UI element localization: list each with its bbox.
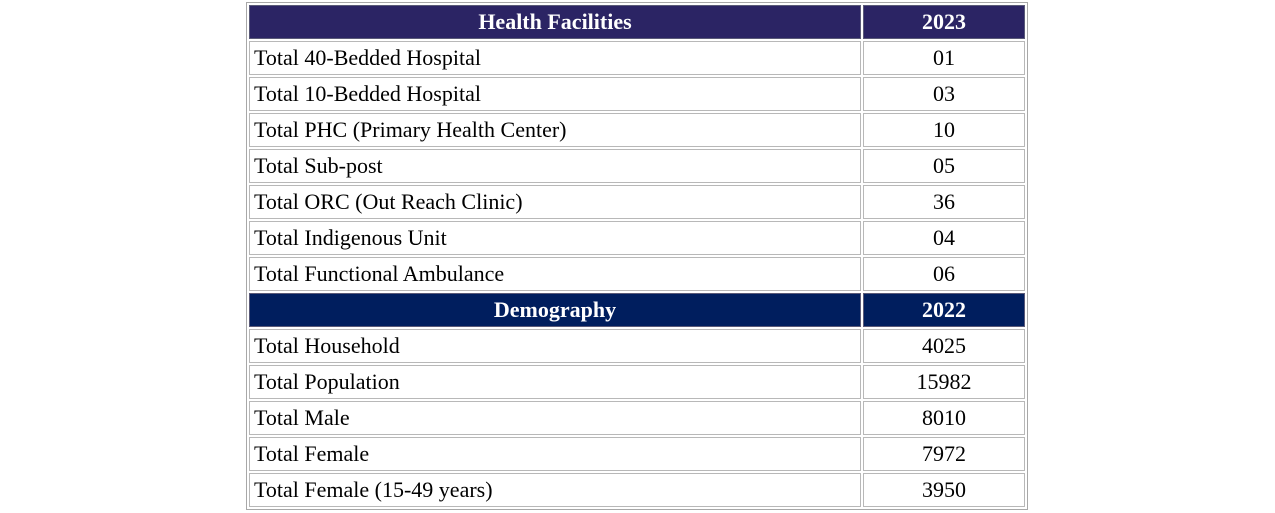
table-row: Total Male 8010 <box>249 401 1025 435</box>
row-label: Total Female <box>249 437 861 471</box>
table-row: Total Population 15982 <box>249 365 1025 399</box>
row-value: 05 <box>863 149 1025 183</box>
row-value: 8010 <box>863 401 1025 435</box>
table-row: Total PHC (Primary Health Center) 10 <box>249 113 1025 147</box>
row-label: Total ORC (Out Reach Clinic) <box>249 185 861 219</box>
table-row: Total 10-Bedded Hospital 03 <box>249 77 1025 111</box>
row-label: Total Sub-post <box>249 149 861 183</box>
row-label: Total Female (15-49 years) <box>249 473 861 507</box>
row-value: 15982 <box>863 365 1025 399</box>
table-row: Total Female 7972 <box>249 437 1025 471</box>
row-value: 3950 <box>863 473 1025 507</box>
table-row: Total Indigenous Unit 04 <box>249 221 1025 255</box>
demography-year: 2022 <box>863 293 1025 327</box>
health-facilities-header-row: Health Facilities 2023 <box>249 5 1025 39</box>
demography-header-row: Demography 2022 <box>249 293 1025 327</box>
table-row: Total ORC (Out Reach Clinic) 36 <box>249 185 1025 219</box>
table-row: Total Functional Ambulance 06 <box>249 257 1025 291</box>
row-value: 7972 <box>863 437 1025 471</box>
table-row: Total Sub-post 05 <box>249 149 1025 183</box>
row-value: 36 <box>863 185 1025 219</box>
stats-table: Health Facilities 2023 Total 40-Bedded H… <box>246 2 1028 510</box>
row-label: Total Household <box>249 329 861 363</box>
table-row: Total Female (15-49 years) 3950 <box>249 473 1025 507</box>
table-row: Total 40-Bedded Hospital 01 <box>249 41 1025 75</box>
row-label: Total Indigenous Unit <box>249 221 861 255</box>
row-label: Total 10-Bedded Hospital <box>249 77 861 111</box>
stats-table-container: Health Facilities 2023 Total 40-Bedded H… <box>246 2 1028 510</box>
table-row: Total Household 4025 <box>249 329 1025 363</box>
row-value: 04 <box>863 221 1025 255</box>
row-label: Total 40-Bedded Hospital <box>249 41 861 75</box>
row-value: 03 <box>863 77 1025 111</box>
health-facilities-header: Health Facilities <box>249 5 861 39</box>
row-label: Total Male <box>249 401 861 435</box>
row-label: Total Functional Ambulance <box>249 257 861 291</box>
demography-header: Demography <box>249 293 861 327</box>
row-value: 10 <box>863 113 1025 147</box>
row-label: Total PHC (Primary Health Center) <box>249 113 861 147</box>
row-label: Total Population <box>249 365 861 399</box>
row-value: 06 <box>863 257 1025 291</box>
row-value: 4025 <box>863 329 1025 363</box>
health-facilities-year: 2023 <box>863 5 1025 39</box>
row-value: 01 <box>863 41 1025 75</box>
